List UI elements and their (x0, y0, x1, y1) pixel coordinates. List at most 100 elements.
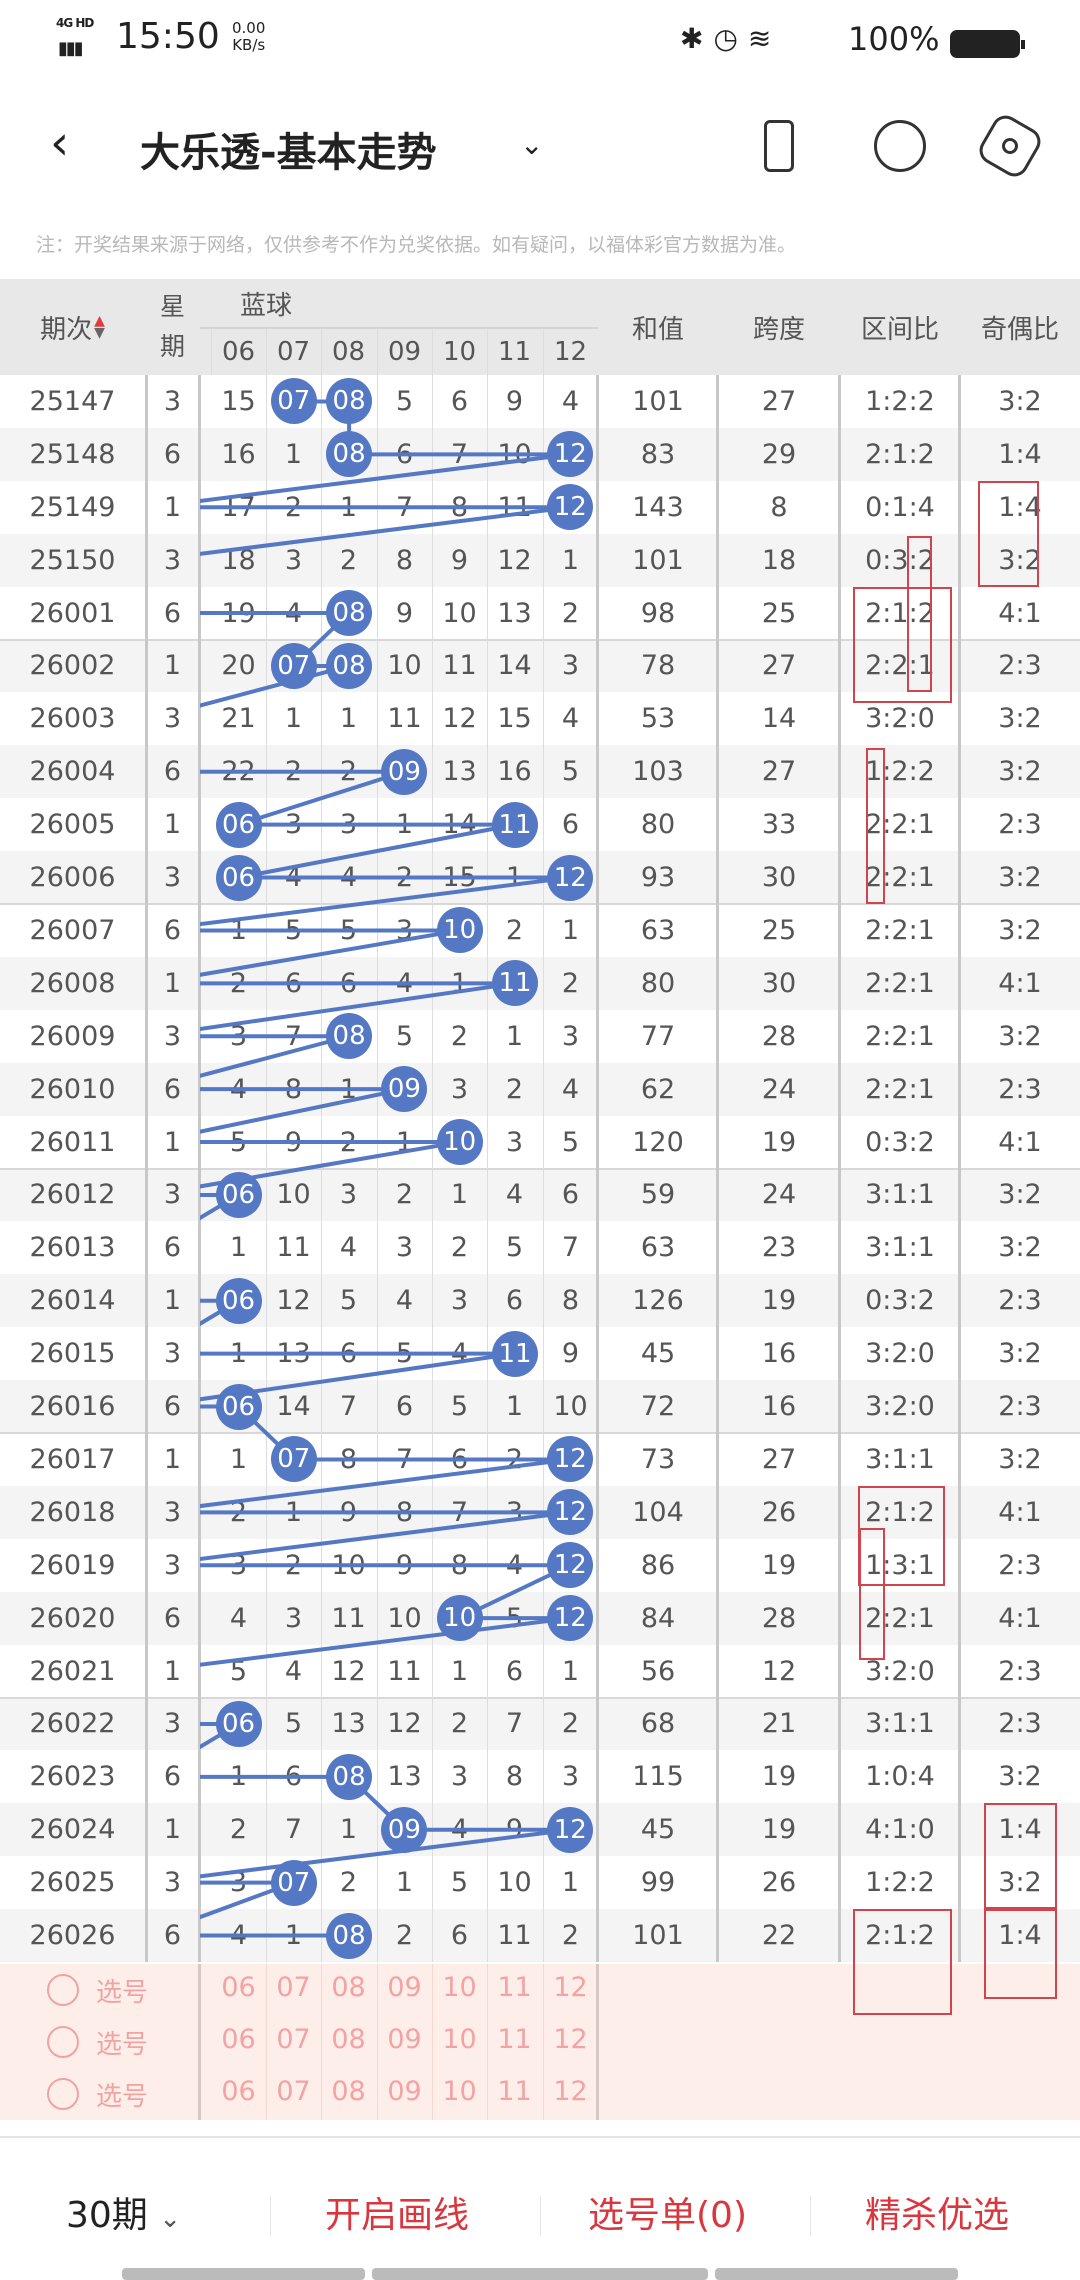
blue-ball: 06 (215, 801, 262, 848)
miss-count-cell: 1 (561, 1867, 580, 1899)
span-cell: 14 (761, 703, 797, 735)
miss-count-cell: 15 (221, 385, 256, 417)
zone-ratio-cell: 2:2:1 (865, 967, 935, 999)
period-cell: 25147 (29, 385, 116, 417)
period-cell: 26006 (29, 862, 116, 894)
zone-ratio-cell: 3:1:1 (865, 1443, 935, 1475)
column-divider (377, 329, 378, 375)
blue-ball: 10 (436, 907, 483, 954)
select-radio[interactable] (47, 1974, 79, 2006)
pick-number[interactable]: 11 (497, 2024, 532, 2055)
pick-number[interactable]: 06 (221, 2024, 256, 2055)
blue-ball: 07 (270, 1859, 317, 1906)
pick-number[interactable]: 07 (276, 2076, 311, 2107)
period-cell: 25148 (29, 438, 116, 470)
pick-number[interactable]: 08 (331, 2024, 366, 2055)
pick-number[interactable]: 08 (331, 1972, 366, 2003)
pick-number[interactable]: 11 (497, 1972, 532, 2003)
blue-ball: 11 (492, 1330, 538, 1377)
miss-count-cell: 5 (284, 1708, 303, 1740)
week-cell: 3 (163, 703, 182, 735)
miss-count-cell: 16 (497, 756, 532, 788)
pick-number[interactable]: 09 (387, 2076, 422, 2107)
week-cell: 6 (163, 914, 182, 946)
back-button[interactable]: ‹ (50, 115, 70, 171)
select-radio[interactable] (47, 2078, 79, 2110)
period-cell: 26014 (29, 1285, 116, 1317)
pick-number[interactable]: 10 (442, 1972, 477, 2003)
pick-number[interactable]: 12 (553, 1972, 588, 2003)
zone-ratio-cell: 2:2:1 (865, 809, 935, 841)
pick-number[interactable]: 12 (553, 2076, 588, 2107)
blue-ball: 08 (326, 590, 373, 637)
column-divider (432, 329, 433, 375)
week-cell: 6 (163, 1232, 182, 1264)
draw-lines-button[interactable]: 开启画线 (325, 2195, 470, 2236)
table-row: 26023 6 1 6 13 3 8 3 115 19 1:0:4 3:2 (0, 1750, 1080, 1803)
column-divider (487, 375, 488, 1962)
ball-column-header: 07 (276, 337, 311, 367)
sum-cell: 77 (640, 1020, 676, 1052)
period-count-select[interactable]: 30期 ⌄ (66, 2186, 181, 2238)
pick-number[interactable]: 11 (497, 2076, 532, 2107)
odd-even-cell: 3:2 (998, 1179, 1042, 1211)
sum-cell: 126 (632, 1285, 684, 1317)
zone-ratio-cell: 3:2:0 (865, 1338, 935, 1370)
miss-count-cell: 1 (561, 1655, 580, 1687)
column-header-period[interactable]: 期次 ▲ ▼ (0, 279, 145, 375)
pick-number[interactable]: 12 (553, 2024, 588, 2055)
pick-number[interactable]: 10 (442, 2076, 477, 2107)
miss-count-cell: 1 (339, 703, 358, 735)
miss-count-cell: 2 (505, 1073, 524, 1105)
blue-ball: 12 (547, 484, 594, 531)
zone-ratio-cell: 0:3:2 (865, 544, 935, 576)
pick-number[interactable]: 07 (276, 2024, 311, 2055)
miss-count-cell: 5 (395, 385, 414, 417)
span-cell: 12 (761, 1655, 797, 1687)
odd-even-cell: 3:2 (998, 703, 1042, 735)
miss-count-cell: 4 (339, 1232, 358, 1264)
span-cell: 16 (761, 1338, 797, 1370)
blue-ball: 08 (326, 642, 373, 689)
miss-count-cell: 9 (561, 1338, 580, 1370)
pick-number[interactable]: 06 (221, 1972, 256, 2003)
table-row: 26017 1 1 8 7 6 2 73 27 3:1:1 3:2 (0, 1433, 1080, 1486)
miss-count-cell: 4 (284, 1655, 303, 1687)
sum-cell: 62 (640, 1073, 676, 1105)
pick-number[interactable]: 10 (442, 2024, 477, 2055)
miss-count-cell: 2 (229, 1814, 248, 1846)
week-cell: 1 (163, 1443, 182, 1475)
chevron-down-icon[interactable]: ⌄ (520, 128, 544, 161)
column-divider (543, 375, 544, 1962)
page-title[interactable]: 大乐透-基本走势 (140, 130, 437, 176)
pick-number[interactable]: 07 (276, 1972, 311, 2003)
chevron-down-icon: ⌄ (159, 2204, 182, 2234)
share-icon[interactable] (874, 120, 926, 172)
pick-number[interactable]: 09 (387, 2024, 422, 2055)
table-row: 26022 3 5 13 12 2 7 2 68 21 3:1:1 2:3 (0, 1697, 1080, 1751)
miss-count-cell: 8 (505, 1761, 524, 1793)
blue-ball: 11 (492, 960, 538, 1007)
period-cell: 26005 (29, 809, 116, 841)
miss-count-cell: 2 (561, 1920, 580, 1952)
settings-icon[interactable] (974, 110, 1046, 182)
pick-number[interactable]: 08 (331, 2076, 366, 2107)
column-border (198, 1964, 201, 2120)
pick-number[interactable]: 09 (387, 1972, 422, 2003)
premium-pick-button[interactable]: 精杀优选 (865, 2195, 1010, 2236)
sort-icon[interactable]: ▲ ▼ (94, 313, 105, 341)
screen-rotate-icon[interactable] (764, 120, 794, 172)
bottom-toolbar: 30期 ⌄ 开启画线 选号单(0) 精杀优选 (0, 2136, 1080, 2280)
miss-count-cell: 2 (395, 1179, 414, 1211)
blue-ball: 06 (215, 1171, 262, 1218)
pick-number[interactable]: 06 (221, 2076, 256, 2107)
blue-ball: 06 (215, 1383, 262, 1430)
period-cell: 25150 (29, 544, 116, 576)
period-cell: 26013 (29, 1232, 116, 1264)
miss-count-cell: 12 (387, 1708, 422, 1740)
pick-list-button[interactable]: 选号单(0) (588, 2195, 747, 2236)
select-radio[interactable] (47, 2026, 79, 2058)
miss-count-cell: 14 (276, 1391, 311, 1423)
week-cell: 6 (163, 597, 182, 629)
period-cell: 26022 (29, 1708, 116, 1740)
